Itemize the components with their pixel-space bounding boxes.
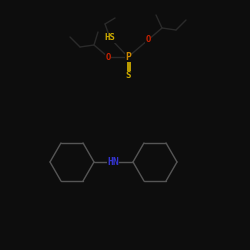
Text: P: P bbox=[125, 52, 131, 62]
Text: HN: HN bbox=[107, 157, 119, 167]
Text: S: S bbox=[125, 72, 131, 80]
Text: O: O bbox=[145, 36, 151, 44]
Text: O: O bbox=[105, 52, 111, 62]
Text: HS: HS bbox=[104, 34, 116, 42]
